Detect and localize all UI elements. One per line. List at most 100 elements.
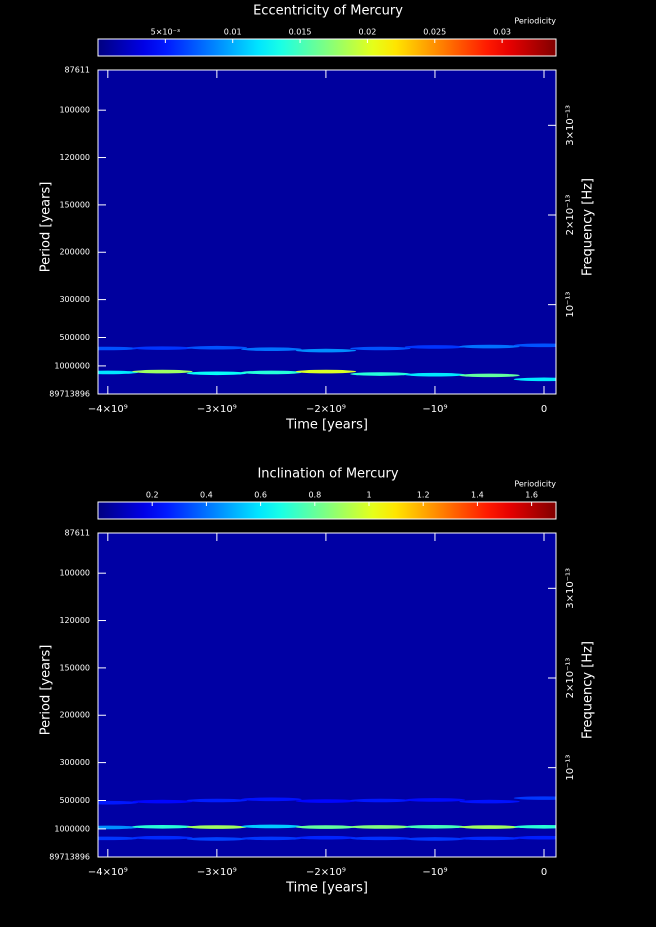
colorbar-tick-label: 1.2	[417, 491, 430, 500]
colorbar-tick-label: 0.6	[254, 491, 267, 500]
x-tick-label: −3×10⁹	[197, 867, 237, 878]
ridge-cell	[350, 825, 411, 829]
ridge-cell	[132, 346, 193, 350]
y-tick-label: 1000000	[54, 361, 90, 370]
y2-tick-label: 3×10⁻¹³	[565, 105, 576, 146]
ridge-cell	[132, 835, 193, 840]
ridge-cell	[186, 345, 248, 350]
ridge-cell	[513, 343, 556, 348]
x-tick-label: 0	[541, 867, 547, 878]
y2-tick-label: 3×10⁻¹³	[565, 568, 576, 609]
colorbar-tick-label: 1	[366, 491, 371, 500]
colorbar-tick-label: 0.8	[308, 491, 321, 500]
ridge-cell	[350, 798, 411, 803]
y-tick-label: 120000	[59, 153, 90, 162]
x-tick-label: −3×10⁹	[197, 404, 237, 415]
colorbar-label: Periodicity	[514, 17, 556, 26]
ridge-cell	[98, 346, 139, 351]
ridge-cell	[98, 825, 139, 830]
ridge-cell	[241, 836, 302, 841]
colorbar-tick-label: 0.4	[200, 491, 213, 500]
ridge-cell	[132, 824, 193, 829]
ridge-cell	[459, 825, 520, 829]
colorbar	[97, 38, 557, 57]
ridge-cell	[186, 825, 248, 829]
ridge-cell	[241, 370, 302, 375]
ridge-cell	[459, 373, 520, 378]
ridge-cell	[513, 835, 556, 840]
y-tick-label: 120000	[59, 616, 90, 625]
ridge-cell	[295, 369, 357, 374]
ridge-cell	[98, 370, 139, 375]
ridge-cell	[98, 836, 139, 841]
colorbar-tick-label: 0.015	[289, 28, 312, 37]
background	[98, 70, 556, 394]
y-tick-label: 200000	[59, 711, 90, 720]
ridge-cell	[404, 824, 466, 829]
y-tick-label: 150000	[59, 663, 90, 672]
ridge-cell	[132, 369, 193, 374]
ridge-cell	[186, 798, 248, 803]
y-tick-label: 100000	[59, 106, 90, 115]
y2-axis-label: Frequency [Hz]	[581, 641, 596, 739]
y2-tick-label: 10⁻¹³	[565, 292, 576, 318]
chart-title: Eccentricity of Mercury	[253, 4, 403, 19]
ridges	[98, 343, 556, 382]
chart-title: Inclination of Mercury	[257, 467, 398, 482]
ridge-cell	[295, 348, 357, 353]
y2-tick-label: 10⁻¹³	[565, 755, 576, 781]
ridge-cell	[404, 345, 466, 349]
y-tick-label: 150000	[59, 200, 90, 209]
ridge-cell	[459, 344, 520, 349]
ridge-cell	[241, 824, 302, 829]
y-tick-label: 1000000	[54, 824, 90, 833]
x-tick-label: −10⁹	[422, 867, 447, 878]
x-tick-label: −2×10⁹	[306, 404, 346, 415]
colorbar-tick-label: 0.025	[423, 28, 446, 37]
colorbar-tick-label: 1.6	[525, 491, 538, 500]
colorbar-tick-label: 1.4	[471, 491, 484, 500]
x-axis-label: Time [years]	[285, 881, 368, 896]
y2-tick-label: 2×10⁻¹³	[565, 658, 576, 699]
y-tick-label: 200000	[59, 248, 90, 257]
colorbar-tick-label: 0.03	[493, 28, 511, 37]
x-tick-label: 0	[541, 404, 547, 415]
colorbar-tick-label: 0.01	[224, 28, 242, 37]
x-tick-label: −10⁹	[422, 404, 447, 415]
y-tick-label: 300000	[59, 758, 90, 767]
ridge-cell	[513, 796, 556, 800]
y-tick-label: 87611	[65, 66, 90, 75]
ridge-cell	[350, 346, 411, 351]
ridge-cell	[404, 837, 466, 841]
y-axis-label: Period [years]	[39, 182, 54, 273]
y2-axis-label: Frequency [Hz]	[581, 178, 596, 276]
ridge-cell	[295, 799, 357, 803]
ridge-cell	[513, 377, 556, 382]
y-tick-label: 500000	[59, 796, 90, 805]
colorbar-label: Periodicity	[514, 480, 556, 489]
x-axis-label: Time [years]	[285, 418, 368, 433]
colorbar	[97, 501, 557, 520]
x-tick-label: −4×10⁹	[88, 867, 128, 878]
colorbar-tick-label: 0.2	[146, 491, 159, 500]
ridge-cell	[241, 347, 302, 352]
y-axis-label: Period [years]	[39, 645, 54, 736]
ridge-cell	[350, 372, 411, 376]
ridge-cell	[459, 799, 520, 804]
y2-tick-label: 2×10⁻¹³	[565, 195, 576, 236]
ridge-cell	[295, 825, 357, 829]
ridge-cell	[404, 798, 466, 802]
y-tick-label: 89713896	[49, 853, 90, 862]
colorbar-tick-label: 5×10⁻³	[151, 28, 180, 37]
colorbar-tick-label: 0.02	[359, 28, 377, 37]
ridge-cell	[459, 836, 520, 841]
ridge-cell	[295, 835, 357, 840]
y-tick-label: 89713896	[49, 390, 90, 399]
background	[98, 533, 556, 857]
ridge-cell	[98, 800, 139, 805]
ridges	[98, 796, 556, 841]
ridge-cell	[404, 372, 466, 377]
plot-frame	[97, 69, 557, 395]
ridge-cell	[513, 824, 556, 829]
